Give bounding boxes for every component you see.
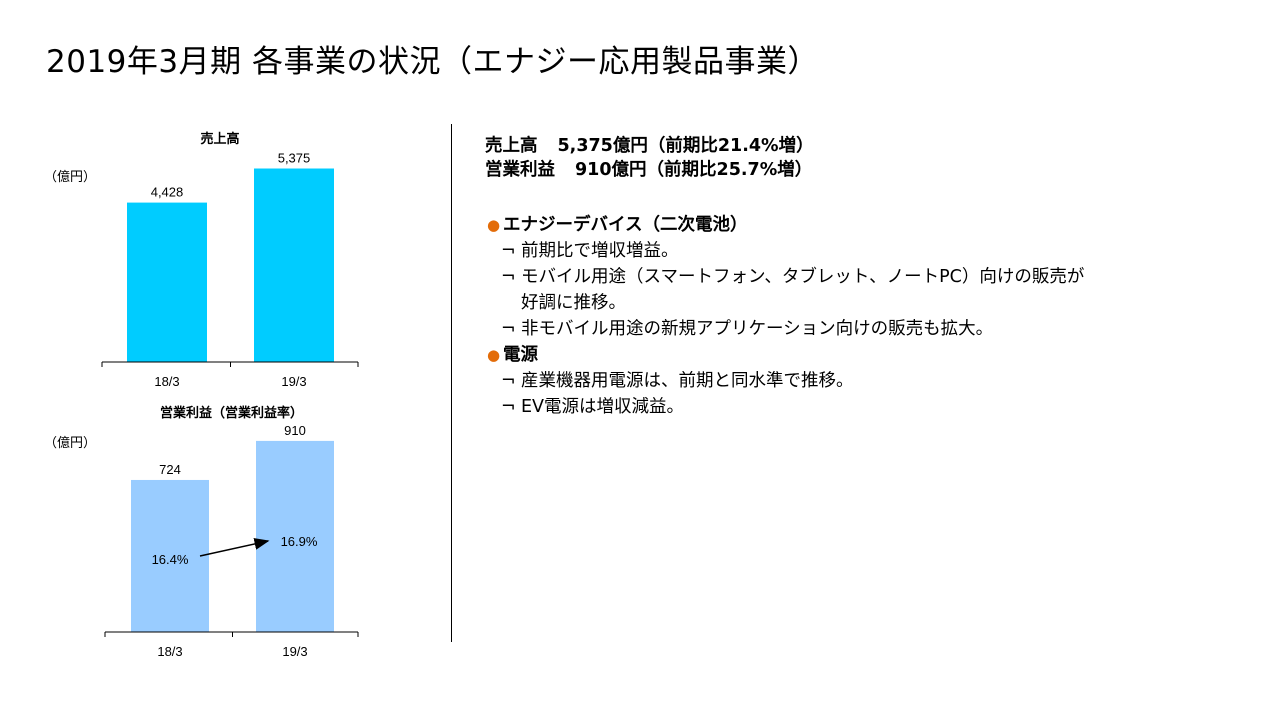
list-item-text: 前期比で増収増益。: [521, 241, 679, 261]
profit-value-label: 910: [284, 423, 306, 438]
sub-bullet-icon: ¬: [501, 371, 516, 391]
sales-chart-title: 売上高: [200, 132, 240, 147]
margin-label: 16.9%: [281, 534, 318, 549]
summary-sales-label: 売上高: [485, 136, 538, 156]
vertical-divider: [451, 124, 452, 642]
summary-profit-value: 910億円（前期比25.7%増）: [575, 160, 813, 180]
sales-value-label: 5,375: [278, 151, 311, 166]
section-heading-text: 電源: [503, 345, 538, 365]
list-item: ¬ 前期比で増収増益。: [485, 238, 1084, 264]
summary-profit-label: 営業利益: [485, 160, 555, 180]
sales-category-label: 19/3: [281, 374, 306, 389]
section-heading: ● エナジーデバイス（二次電池）: [485, 212, 1084, 238]
list-item-text: 好調に推移。: [521, 293, 626, 313]
profit-value-label: 724: [159, 462, 181, 477]
summary-block: 売上高 5,375億円（前期比21.4%増） 営業利益 910億円（前期比25.7%…: [485, 134, 814, 182]
list-item-text: 産業機器用電源は、前期と同水準で推移。: [521, 371, 854, 391]
sales-value-label: 4,428: [151, 185, 184, 200]
charts-canvas: 4,428 18/3 5,375 19/3 724 18/3 910 19/3 16.4% 16.…: [101, 151, 359, 659]
summary-sales: 売上高 5,375億円（前期比21.4%増）: [485, 134, 814, 158]
sub-bullet-icon: ¬: [501, 267, 516, 287]
summary-sales-value: 5,375億円（前期比21.4%増）: [557, 136, 814, 156]
margin-trend-arrow: [199, 538, 270, 557]
list-item-text: モバイル用途（スマートフォン、タブレット、ノートPC）向けの販売が: [521, 267, 1085, 287]
section-heading-text: エナジーデバイス（二次電池）: [503, 215, 748, 235]
section-heading: ● 電源: [485, 342, 1084, 368]
profit-category-label: 19/3: [282, 644, 307, 659]
sub-bullet-icon: ¬: [501, 241, 516, 261]
page-title: 2019年3月期 各事業の状況（エナジー応用製品事業）: [46, 44, 819, 80]
profit-bar-19-3: [256, 440, 334, 632]
sales-category-label: 18/3: [154, 374, 179, 389]
list-item: ¬ モバイル用途（スマートフォン、タブレット、ノートPC）向けの販売が 好調に推移。: [485, 264, 1084, 316]
list-item: ¬ 産業機器用電源は、前期と同水準で推移。: [485, 368, 1084, 394]
profit-chart-unit: （億円）: [44, 436, 97, 451]
bullet-dot-icon: ●: [487, 346, 501, 364]
sub-bullet-icon: ¬: [501, 397, 516, 417]
list-item-text: EV電源は増収減益。: [521, 397, 685, 417]
list-item: ¬ 非モバイル用途の新規アプリケーション向けの販売も拡大。: [485, 316, 1084, 342]
profit-bar-18-3: [131, 479, 209, 632]
sales-bar-19-3: [254, 168, 334, 362]
business-details: ● エナジーデバイス（二次電池） ¬ 前期比で増収増益。 ¬ モバイル用途（スマートフォン…: [485, 212, 1084, 420]
sub-bullet-icon: ¬: [501, 319, 516, 339]
profit-chart-title: 営業利益（営業利益率）: [160, 406, 304, 421]
bullet-dot-icon: ●: [487, 216, 501, 234]
profit-category-label: 18/3: [157, 644, 182, 659]
sales-bar-18-3: [127, 202, 207, 362]
list-item-text: 非モバイル用途の新規アプリケーション向けの販売も拡大。: [521, 319, 994, 339]
list-item: ¬ EV電源は増収減益。: [485, 394, 1084, 420]
sales-chart-unit: （億円）: [44, 170, 97, 185]
summary-profit: 営業利益 910億円（前期比25.7%増）: [485, 158, 814, 182]
margin-label: 16.4%: [152, 552, 189, 567]
